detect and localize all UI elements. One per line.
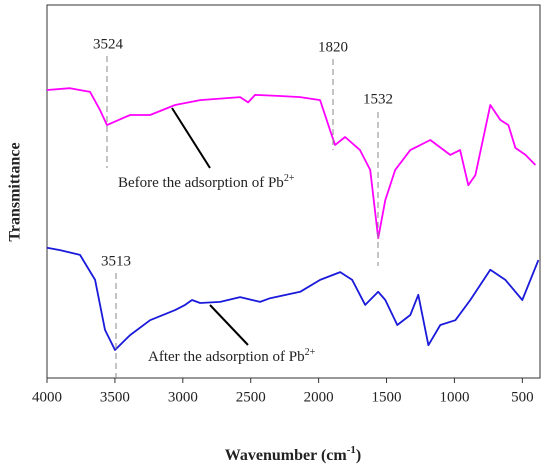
- series-label-text: After the adsorption of Pb: [148, 349, 305, 365]
- x-tick-label: 500: [511, 389, 534, 405]
- peak-label: 3513: [101, 253, 131, 269]
- x-tick-label: 1000: [439, 389, 469, 405]
- peak-label: 1532: [363, 91, 393, 107]
- series-label-sup: 2+: [305, 347, 316, 358]
- x-tick-label: 4000: [32, 389, 62, 405]
- plot-frame: [46, 4, 541, 379]
- series-line: [46, 87, 537, 239]
- series-label-sup: 2+: [284, 173, 295, 184]
- x-tick-label: 3000: [168, 389, 198, 405]
- x-axis-title-part: Wavenumber (cm: [225, 447, 348, 464]
- leader-line: [171, 107, 211, 169]
- series-label-text: Before the adsorption of Pb: [118, 175, 284, 191]
- y-axis-title: Transmittance: [7, 142, 24, 241]
- x-tick-label: 1500: [372, 389, 402, 405]
- x-axis-title: Wavenumber (cm-1): [225, 444, 361, 464]
- x-tick-label: 3500: [100, 389, 130, 405]
- series-line: [46, 246, 540, 351]
- peak-label: 1820: [318, 39, 348, 55]
- leader-line: [209, 304, 249, 346]
- x-axis-title-part: ): [356, 447, 361, 464]
- x-tick-label: 2500: [236, 389, 266, 405]
- series-label: Before the adsorption of Pb2+: [118, 173, 295, 192]
- x-axis-title-sup: -1: [347, 444, 356, 456]
- peak-label: 3524: [93, 36, 124, 52]
- series-label: After the adsorption of Pb2+: [148, 347, 316, 366]
- x-tick-label: 2000: [304, 389, 334, 405]
